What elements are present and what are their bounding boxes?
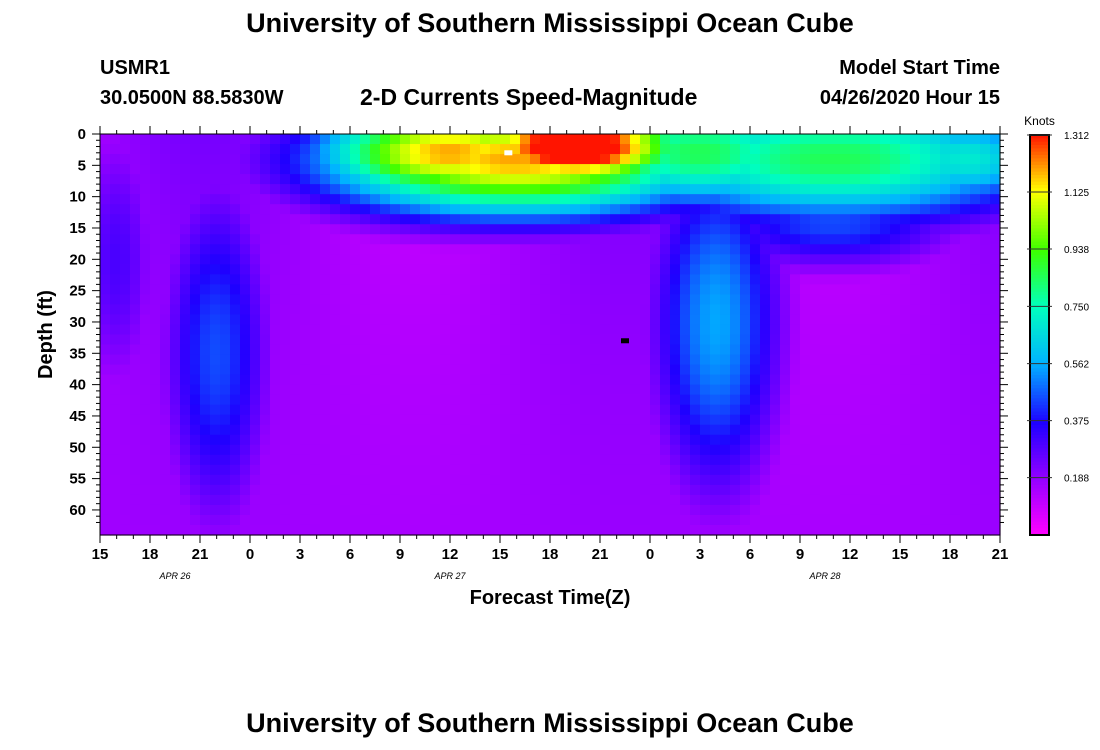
x-tick-label-4: 3 bbox=[296, 546, 304, 563]
x-tick-label-16: 15 bbox=[892, 546, 909, 563]
x-tick-label-15: 12 bbox=[842, 546, 859, 563]
y-tick-label-35: 35 bbox=[69, 345, 86, 362]
x-tick-label-10: 21 bbox=[592, 546, 609, 563]
x-tick-label-2: 21 bbox=[192, 546, 209, 563]
colorbar-tick-0: 1.312 bbox=[1064, 131, 1089, 142]
x-tick-label-12: 3 bbox=[696, 546, 704, 563]
colorbar bbox=[1030, 135, 1049, 536]
marker-1 bbox=[504, 150, 513, 156]
x-tick-label-14: 9 bbox=[796, 546, 804, 563]
y-tick-label-15: 15 bbox=[69, 220, 86, 237]
marker-2 bbox=[621, 338, 629, 344]
date-label-1: APR 27 bbox=[433, 571, 466, 581]
x-tick-label-5: 6 bbox=[346, 546, 354, 563]
y-tick-label-0: 0 bbox=[78, 126, 86, 143]
x-tick-label-7: 12 bbox=[442, 546, 459, 563]
y-axis-title: Depth (ft) bbox=[35, 290, 57, 379]
station-id: USMR1 bbox=[100, 57, 171, 79]
y-tick-label-30: 30 bbox=[69, 314, 86, 331]
model-start-label: Model Start Time bbox=[839, 57, 1000, 79]
x-tick-label-11: 0 bbox=[646, 546, 654, 563]
chart-subtitle: 2-D Currents Speed-Magnitude bbox=[360, 84, 698, 110]
x-tick-label-13: 6 bbox=[746, 546, 754, 563]
x-tick-label-1: 18 bbox=[142, 546, 159, 563]
x-tick-label-8: 15 bbox=[492, 546, 509, 563]
x-axis-title: Forecast Time(Z) bbox=[470, 587, 631, 609]
x-tick-label-6: 9 bbox=[396, 546, 404, 563]
y-tick-label-10: 10 bbox=[69, 189, 86, 206]
colorbar-tick-5: 0.375 bbox=[1064, 417, 1089, 428]
y-tick-label-25: 25 bbox=[69, 283, 86, 300]
colorbar-tick-2: 0.938 bbox=[1064, 245, 1089, 256]
y-tick-label-5: 5 bbox=[78, 157, 86, 174]
y-tick-label-20: 20 bbox=[69, 251, 86, 268]
colorbar-tick-6: 0.188 bbox=[1064, 474, 1089, 485]
colorbar-tick-1: 1.125 bbox=[1064, 188, 1089, 199]
page-title: University of Southern Mississippi Ocean… bbox=[246, 8, 854, 38]
x-tick-label-3: 0 bbox=[246, 546, 254, 563]
y-tick-label-40: 40 bbox=[69, 377, 86, 394]
footer-title: University of Southern Mississippi Ocean… bbox=[246, 708, 854, 738]
colorbar-tick-3: 0.750 bbox=[1064, 302, 1089, 313]
y-tick-label-55: 55 bbox=[69, 471, 86, 488]
date-label-0: APR 26 bbox=[158, 571, 190, 581]
y-tick-label-45: 45 bbox=[69, 408, 86, 425]
colorbar-tick-4: 0.562 bbox=[1064, 360, 1089, 371]
date-label-2: APR 28 bbox=[808, 571, 840, 581]
station-coords: 30.0500N 88.5830W bbox=[100, 87, 284, 109]
model-start-value: 04/26/2020 Hour 15 bbox=[819, 87, 1000, 109]
x-tick-label-18: 21 bbox=[992, 546, 1009, 563]
x-tick-label-0: 15 bbox=[92, 546, 109, 563]
heatmap-cells bbox=[100, 134, 1001, 536]
colorbar-label: Knots bbox=[1024, 114, 1055, 128]
y-tick-label-60: 60 bbox=[69, 502, 86, 519]
y-tick-label-50: 50 bbox=[69, 439, 86, 456]
x-tick-label-9: 18 bbox=[542, 546, 559, 563]
x-tick-label-17: 18 bbox=[942, 546, 959, 563]
